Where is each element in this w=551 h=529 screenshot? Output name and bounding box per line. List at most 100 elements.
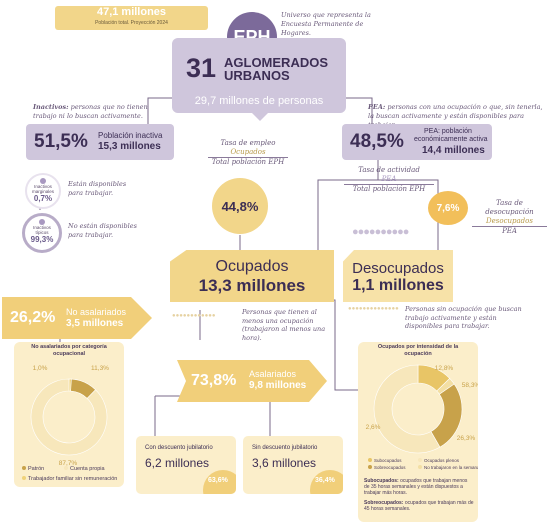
aglomerados-number: 31	[186, 53, 217, 83]
legend-entry: Patrón	[28, 466, 44, 472]
inactivos-box: 51,5% Población inactiva 15,3 millones	[26, 124, 174, 160]
tasa-empleo-denominator: Total población EPH	[211, 158, 285, 166]
person-icon	[39, 219, 45, 225]
tasa-actividad-numerator: PEA	[344, 175, 434, 185]
footnote-sub-text: ocupados que trabajan menos de 35 horas …	[364, 478, 468, 497]
tasa-desocupacion-numerator: Desocupados	[472, 217, 547, 227]
tasa-empleo-circle: 44,8%	[212, 178, 268, 234]
donut-slice-cuenta-propia	[30, 378, 108, 456]
donut-data-label: 58,3%	[462, 382, 478, 389]
ocupados-label: Ocupados	[215, 258, 289, 275]
sin-descuento-value: 3,6 millones	[252, 456, 317, 470]
aglomerados-persons: 29,7 millones de personas	[194, 95, 324, 107]
sin-descuento-pct-circle: 36,4%	[310, 470, 343, 494]
legend-entry: Trabajador familiar sin remuneración	[28, 476, 117, 482]
marginales-label-line1: Inactivos	[34, 184, 52, 189]
tasa-empleo-value: 44,8%	[221, 198, 259, 214]
people-icons-ocupados: ●●●●●●●●●●●●	[172, 313, 216, 319]
intensidad-footnotes: Subocupados: ocupados que trabajan menos…	[364, 478, 474, 512]
pea-pct: 48,5%	[350, 131, 404, 152]
con-descuento-pct: 63,6%	[208, 477, 228, 484]
inactivos-definition-text: personas que no tienen trabajo ni lo bus…	[33, 103, 148, 120]
intensidad-panel: Ocupados por intensidad de la ocupación …	[358, 342, 478, 522]
sin-descuento-label: Sin descuento jubilatorio	[252, 445, 318, 451]
footnote-sobre-term: Sobreocupados:	[364, 499, 404, 506]
ocupados-note: Personas que tienen al menos una ocupaci…	[242, 308, 326, 342]
no-asalariados-box: 26,2% No asalariados 3,5 millones	[2, 297, 152, 339]
asalariados-value: 9,8 millones	[249, 380, 307, 391]
legend-swatch	[418, 458, 422, 462]
tasa-actividad: Tasa de actividad PEA Total población EP…	[344, 166, 434, 194]
sin-descuento-pct: 36,4%	[315, 477, 335, 484]
marginales-label-line2: marginales	[31, 189, 54, 194]
ocupados-box: Ocupados 13,3 millones	[170, 250, 334, 302]
asalariados-label: Asalariados	[249, 369, 297, 379]
con-descuento-pct-circle: 63,6%	[203, 470, 236, 494]
tasa-desocupacion: Tasa de desocupación Desocupados PEA	[472, 199, 547, 236]
no-asalariados-value: 3,5 millones	[66, 318, 124, 329]
tasa-desocupacion-value: 7,6%	[436, 202, 460, 214]
tasa-empleo-label: Tasa de empleo	[220, 139, 276, 147]
legend-entry: Sobreocupados	[374, 465, 406, 470]
donut-data-label: 12,8%	[435, 365, 454, 372]
donut-slice-ocupados-plenos	[373, 364, 441, 454]
tasa-actividad-denominator: Total población EPH	[352, 185, 426, 193]
donut-data-label: 26,3%	[457, 435, 476, 442]
intensidad-chart-title: Ocupados por intensidad de la ocupación	[377, 344, 459, 357]
pea-definition-term: PEA:	[368, 103, 386, 111]
population-total: 47,1 millones	[96, 6, 167, 18]
legend-swatch	[22, 476, 26, 480]
inactivos-marginales-circle: Inactivos marginales 0,7%	[25, 173, 61, 209]
pea-label-line2: económicamente activa	[414, 136, 488, 143]
inactivos-value: 15,3 millones	[98, 141, 161, 152]
desocupados-value: 1,1 millones	[352, 277, 444, 294]
tasa-desocupacion-label: Tasa de desocupación	[485, 199, 534, 216]
inactivos-tipicos-circle: Inactivos típicos 99,3%	[22, 213, 62, 253]
person-icon	[40, 178, 46, 184]
pea-value: 14,4 millones	[422, 145, 485, 156]
donut-data-label: 1,0%	[33, 365, 48, 372]
aglomerados-label: AGLOMERADOS URBANOS	[224, 56, 328, 82]
no-asalariados-pct: 26,2%	[10, 309, 56, 326]
legend-swatch	[368, 465, 372, 469]
inactivos-label: Población inactiva	[98, 131, 163, 140]
donut-data-label: 2,6%	[366, 424, 381, 431]
population-banner: 47,1 millones Población total. Proyecció…	[55, 6, 208, 30]
legend-entry: Ocupados plenos	[424, 458, 460, 463]
footnote-subocupados: Subocupados: ocupados que trabajan menos…	[364, 478, 474, 497]
people-icons-pea: ●●●●●●●●●●	[352, 226, 409, 238]
marginales-pct: 0,7%	[33, 194, 53, 203]
aglomerados-box: 31 AGLOMERADOS URBANOS 29,7 millones de …	[172, 38, 346, 113]
legend-entry: Cuenta propia	[70, 466, 105, 472]
con-descuento-label: Con descuento jubilatorio	[145, 445, 213, 451]
tipicos-note: No están disponibles para trabajar.	[68, 222, 137, 239]
con-descuento-box: Con descuento jubilatorio 6,2 millones 6…	[136, 436, 236, 494]
marginales-note: Están disponibles para trabajar.	[68, 180, 127, 197]
tasa-empleo-numerator: Ocupados	[208, 148, 288, 158]
donut-data-label: 87,7%	[59, 460, 78, 467]
inactivos-definition-term: Inactivos:	[33, 103, 69, 111]
desocupados-label: Desocupados	[352, 260, 444, 277]
legend-swatch	[22, 466, 26, 470]
asalariados-pct: 73,8%	[191, 372, 237, 389]
tasa-desocupacion-circle: 7,6%	[428, 191, 468, 225]
footnote-sobreocupados: Sobreocupados: ocupados que trabajan más…	[364, 500, 474, 512]
population-subtitle: Población total. Proyección 2024	[95, 20, 168, 26]
legend-swatch	[368, 458, 372, 462]
desocupados-note: Personas sin ocupación que buscan trabaj…	[405, 305, 522, 330]
tasa-actividad-label: Tasa de actividad	[358, 166, 420, 174]
inactivos-definition: Inactivos: personas que no tienen trabaj…	[33, 103, 173, 121]
people-icons-desocupados: ●●●●●●●●●●●●●●	[348, 306, 399, 312]
sin-descuento-box: Sin descuento jubilatorio 3,6 millones 3…	[243, 436, 343, 494]
footnote-sub-term: Subocupados:	[364, 478, 399, 484]
pea-box: 48,5% PEA: población económicamente acti…	[342, 124, 492, 160]
aglomerados-pointer	[252, 113, 268, 121]
aglomerados-label-line2: URBANOS	[224, 68, 290, 83]
desocupados-box: Desocupados 1,1 millones	[343, 250, 453, 302]
legend-entry: No trabajaron en la semana	[424, 465, 478, 470]
aglomerados-label-line1: AGLOMERADOS	[224, 55, 328, 70]
no-asalariados-donut: 11,3% 87,7% 1,0% Patrón Cuenta propia Trabaja…	[22, 365, 117, 482]
footnote-sobre-text: ocupados que trabajan más de 45 horas se…	[364, 499, 474, 512]
eph-note: Universo que representa la Encuesta Perm…	[281, 11, 371, 37]
tipicos-label-line1: Inactivos	[33, 225, 51, 230]
